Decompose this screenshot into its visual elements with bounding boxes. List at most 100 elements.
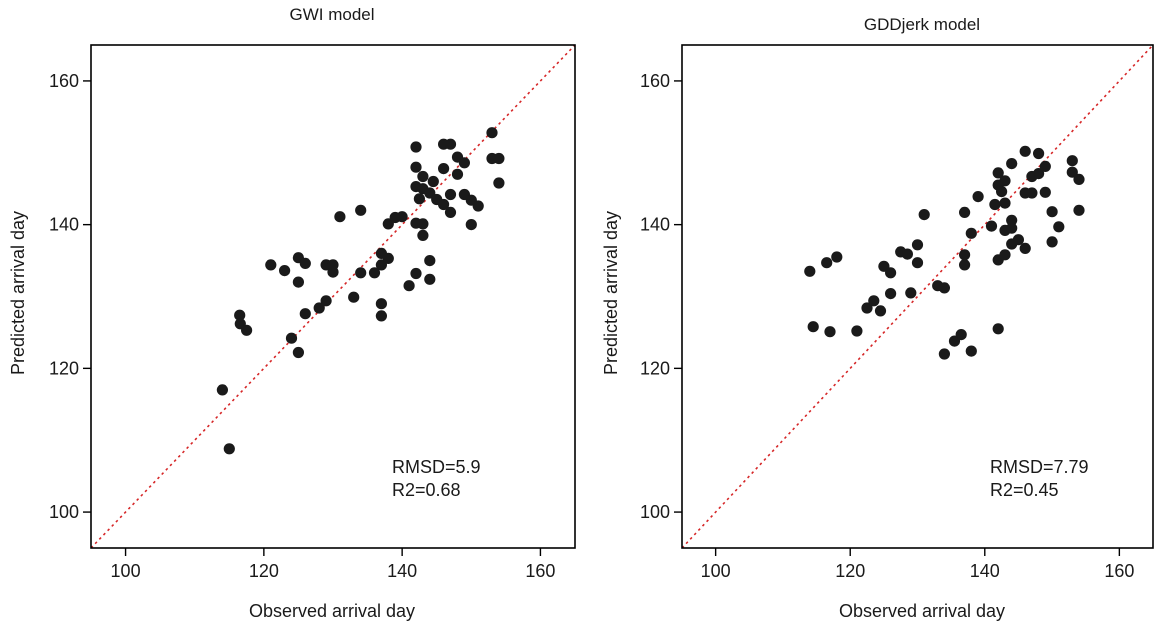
- data-point: [279, 265, 291, 277]
- data-point: [874, 305, 887, 317]
- data-point: [851, 325, 863, 337]
- data-point: [821, 257, 833, 269]
- data-point: [223, 443, 235, 455]
- data-point: [1039, 160, 1051, 172]
- x-tick-label: 120: [835, 561, 865, 581]
- data-point: [444, 206, 457, 218]
- data-point: [999, 197, 1011, 209]
- data-point: [1033, 147, 1045, 160]
- data-point: [403, 280, 415, 292]
- data-point: [413, 193, 425, 205]
- data-point: [417, 218, 429, 230]
- data-point: [410, 141, 422, 153]
- data-point: [320, 295, 332, 307]
- data-point: [1073, 173, 1085, 185]
- r2-annotation: R2=0.68: [392, 480, 461, 500]
- data-point: [424, 273, 436, 285]
- data-point: [911, 257, 924, 269]
- data-point: [375, 310, 387, 322]
- data-point: [996, 186, 1008, 198]
- plot-frame: [90, 44, 576, 549]
- r2-annotation: R2=0.45: [990, 480, 1059, 500]
- data-point: [1006, 158, 1018, 170]
- data-point: [965, 345, 977, 357]
- data-point: [959, 249, 971, 261]
- data-point: [938, 282, 951, 294]
- data-point: [905, 287, 917, 299]
- data-point: [438, 198, 450, 211]
- data-point: [1033, 168, 1045, 180]
- panel-gddjerk-model: GDDjerk model Observed arrival day Predi…: [601, 15, 1154, 621]
- data-point: [458, 157, 470, 169]
- data-point: [885, 267, 897, 279]
- data-point: [885, 288, 897, 300]
- data-point: [472, 200, 484, 212]
- data-point: [241, 324, 253, 336]
- y-tick-label: 120: [49, 358, 79, 378]
- y-tick-label: 120: [640, 358, 670, 378]
- data-point: [493, 177, 505, 189]
- y-tick-label: 140: [640, 215, 670, 235]
- data-point: [1026, 187, 1038, 199]
- data-point: [1039, 186, 1051, 198]
- data-point: [992, 167, 1004, 179]
- chart-title: GDDjerk model: [864, 15, 980, 34]
- data-point: [410, 267, 422, 280]
- data-point: [444, 188, 457, 201]
- data-point: [1006, 214, 1018, 226]
- data-point: [989, 198, 1001, 211]
- data-point: [327, 259, 339, 271]
- data-point: [804, 265, 816, 277]
- x-tick-label: 140: [387, 561, 417, 581]
- data-point: [417, 170, 429, 183]
- data-point: [216, 384, 228, 396]
- data-point: [375, 298, 387, 310]
- data-point: [486, 127, 498, 139]
- plot-frame: [681, 44, 1154, 549]
- data-point: [1019, 242, 1031, 254]
- x-axis-label: Observed arrival day: [839, 601, 1005, 621]
- data-point: [334, 211, 346, 223]
- data-point: [938, 348, 951, 360]
- data-point: [382, 252, 394, 264]
- y-axis-label: Predicted arrival day: [8, 211, 28, 375]
- data-point: [396, 211, 408, 223]
- data-point: [438, 163, 450, 175]
- data-point: [348, 291, 360, 303]
- data-point: [959, 259, 971, 271]
- data-point: [901, 248, 914, 260]
- y-axis-label: Predicted arrival day: [601, 211, 621, 375]
- data-point: [955, 329, 967, 341]
- data-point: [427, 175, 439, 188]
- data-point: [1019, 145, 1031, 157]
- y-tick-label: 140: [49, 215, 79, 235]
- data-point: [831, 251, 843, 263]
- data-point: [1046, 206, 1058, 218]
- data-point: [985, 220, 998, 232]
- data-point: [355, 204, 367, 216]
- x-tick-label: 140: [970, 561, 1000, 581]
- data-point: [444, 138, 457, 150]
- data-point: [918, 209, 930, 221]
- data-point: [451, 168, 464, 180]
- data-point: [911, 239, 924, 251]
- data-point: [313, 302, 325, 314]
- data-point: [299, 308, 311, 320]
- y-tick-label: 160: [49, 71, 79, 91]
- data-point: [992, 323, 1004, 335]
- x-tick-label: 100: [111, 561, 141, 581]
- data-point: [424, 255, 436, 267]
- data-point: [972, 191, 984, 203]
- data-point: [410, 161, 422, 173]
- data-point: [292, 276, 304, 288]
- data-point: [417, 229, 429, 241]
- data-point: [999, 249, 1011, 261]
- data-point: [299, 257, 311, 269]
- identity-line: [90, 44, 576, 549]
- data-point: [824, 326, 836, 338]
- data-point: [1053, 221, 1065, 233]
- identity-line: [681, 44, 1154, 549]
- data-point: [1012, 234, 1024, 246]
- data-point: [1006, 222, 1018, 234]
